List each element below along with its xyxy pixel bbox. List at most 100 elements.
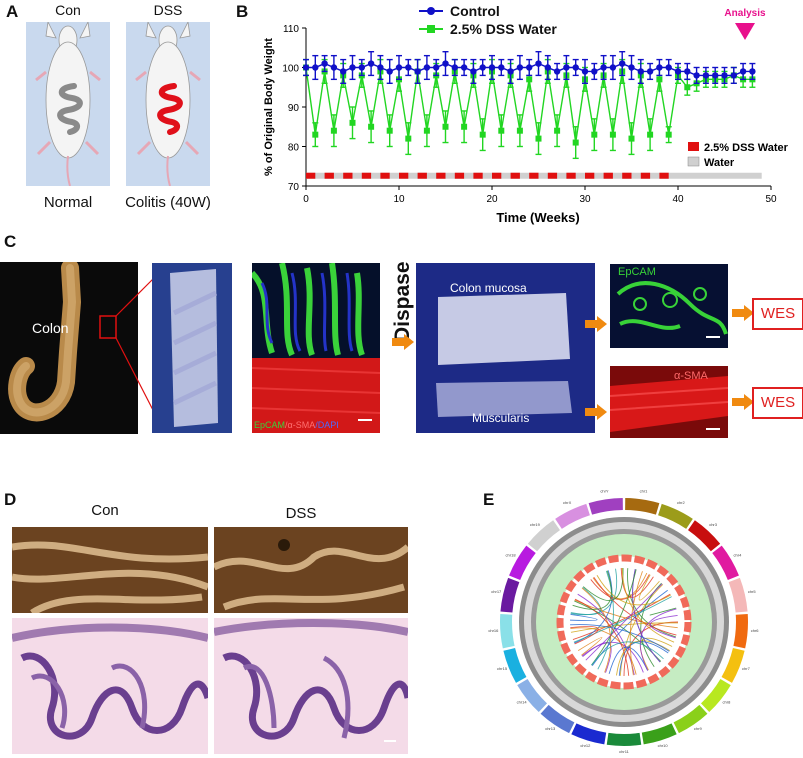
data-point	[516, 127, 523, 134]
circos-link	[572, 570, 612, 610]
stain-sma-label: /α-SMA	[285, 420, 316, 430]
epcam-sma-dapi-image: EpCAM/α-SMA/DAPI	[252, 263, 380, 433]
dss-bar-segment	[529, 172, 539, 179]
data-point	[423, 64, 431, 71]
chromosome-label: chr18	[506, 553, 517, 558]
circos-link	[590, 574, 650, 600]
circos-link	[591, 641, 664, 666]
chromosome-label: chr10	[658, 743, 669, 748]
x-tick-label: 0	[303, 194, 309, 205]
data-point	[340, 68, 347, 75]
legend-bar-water-label: Water	[704, 157, 735, 169]
circos-link	[618, 641, 669, 676]
dss-bar-segment	[306, 172, 316, 179]
chromosome-segment	[641, 723, 677, 745]
data-point	[563, 64, 570, 71]
dss-histology-image	[214, 618, 408, 754]
epcam-image: EpCAM	[610, 264, 728, 348]
data-point	[628, 135, 635, 142]
x-axis-label: Time (Weeks)	[496, 210, 579, 225]
chromosome-label: chr3	[709, 522, 718, 527]
chromosome-segment	[571, 723, 607, 745]
dss-bar-segment	[454, 172, 465, 179]
data-point	[386, 68, 393, 75]
circos-link	[573, 596, 672, 643]
circos-link	[570, 568, 618, 616]
chromosome-label: chrY	[600, 488, 609, 493]
stain-dapi-label: /DAPI	[315, 420, 339, 430]
sma-label: α-SMA	[674, 370, 708, 382]
circos-link	[591, 569, 637, 666]
data-point	[367, 60, 375, 67]
histology-dss-label: DSS	[285, 505, 317, 522]
mouse-dss-title: DSS	[153, 2, 183, 18]
data-point	[498, 64, 505, 71]
legend-bar-dss-swatch	[688, 142, 699, 151]
chromosome-label: chr1	[640, 488, 649, 493]
data-point	[479, 64, 486, 71]
x-tick-label: 40	[672, 194, 684, 205]
legend-dss-marker	[427, 25, 435, 33]
separated-tissue-photo: Colon mucosa Muscularis	[416, 263, 595, 433]
data-point	[554, 127, 561, 134]
data-point	[553, 68, 561, 75]
sma-image: α-SMA	[610, 366, 728, 438]
arrow-to-wes-bottom	[732, 394, 754, 410]
data-point	[702, 72, 710, 79]
colon-photo: Colon	[0, 262, 138, 434]
circos-link	[570, 626, 599, 645]
analysis-arrow	[735, 23, 755, 40]
data-point	[628, 64, 635, 71]
arrow-to-wes-top	[732, 305, 754, 321]
chromosome-label: chr9	[694, 726, 703, 731]
colon-mucosa-label: Colon mucosa	[450, 281, 527, 295]
chromosome-segment	[527, 520, 560, 552]
chromosome-label: chrX	[563, 500, 572, 505]
data-point	[498, 127, 505, 134]
legend-control-marker	[427, 7, 435, 15]
data-point	[349, 119, 356, 126]
mouse-colitis-caption: Colitis (40W)	[125, 194, 211, 211]
circos-link	[627, 568, 677, 638]
data-point	[647, 131, 654, 138]
data-point	[581, 68, 589, 75]
data-point	[302, 64, 310, 71]
data-point	[600, 64, 607, 71]
chromosome-segment	[733, 613, 748, 649]
circos-link	[621, 568, 675, 643]
circos-link	[649, 607, 677, 616]
data-point	[358, 64, 365, 71]
dss-bar-segment	[361, 172, 372, 179]
circos-link	[619, 584, 664, 676]
data-point	[693, 72, 700, 79]
chromosome-label: chr8	[723, 700, 732, 705]
body-weight-chart: 70 80 90 100 110 0 10 20 30 40 50 % of Original B…	[263, 3, 789, 225]
data-point	[665, 64, 672, 71]
data-point	[507, 68, 514, 75]
dss-bar-segment	[622, 172, 632, 179]
circos-link	[574, 598, 630, 676]
chromosome-label: chr11	[619, 749, 629, 754]
y-tick-label: 80	[288, 143, 300, 154]
data-point	[423, 127, 430, 134]
mouse-colitis-illustration	[126, 22, 210, 186]
dss-bar-segment	[492, 172, 502, 179]
circos-link	[577, 636, 603, 656]
chromosome-label: chr15	[497, 666, 508, 671]
dss-endoscopy-image	[214, 527, 408, 613]
circos-link	[639, 608, 677, 671]
y-tick-label: 90	[288, 103, 300, 114]
chromosome-label: chr13	[545, 726, 556, 731]
circos-link	[570, 622, 678, 633]
chromosome-segment	[540, 704, 575, 734]
wes-box-bottom: WES	[752, 387, 803, 419]
data-point	[330, 64, 338, 71]
data-point	[721, 72, 728, 79]
chromosome-segment	[503, 648, 527, 683]
stain-legend: EpCAM/α-SMA/DAPI	[254, 420, 339, 430]
y-tick-label: 110	[283, 24, 299, 35]
chromosome-segment	[673, 704, 708, 734]
dispase-arrow	[392, 334, 414, 350]
panel-b-letter: B	[236, 2, 249, 21]
chromosome-segment	[625, 498, 660, 515]
